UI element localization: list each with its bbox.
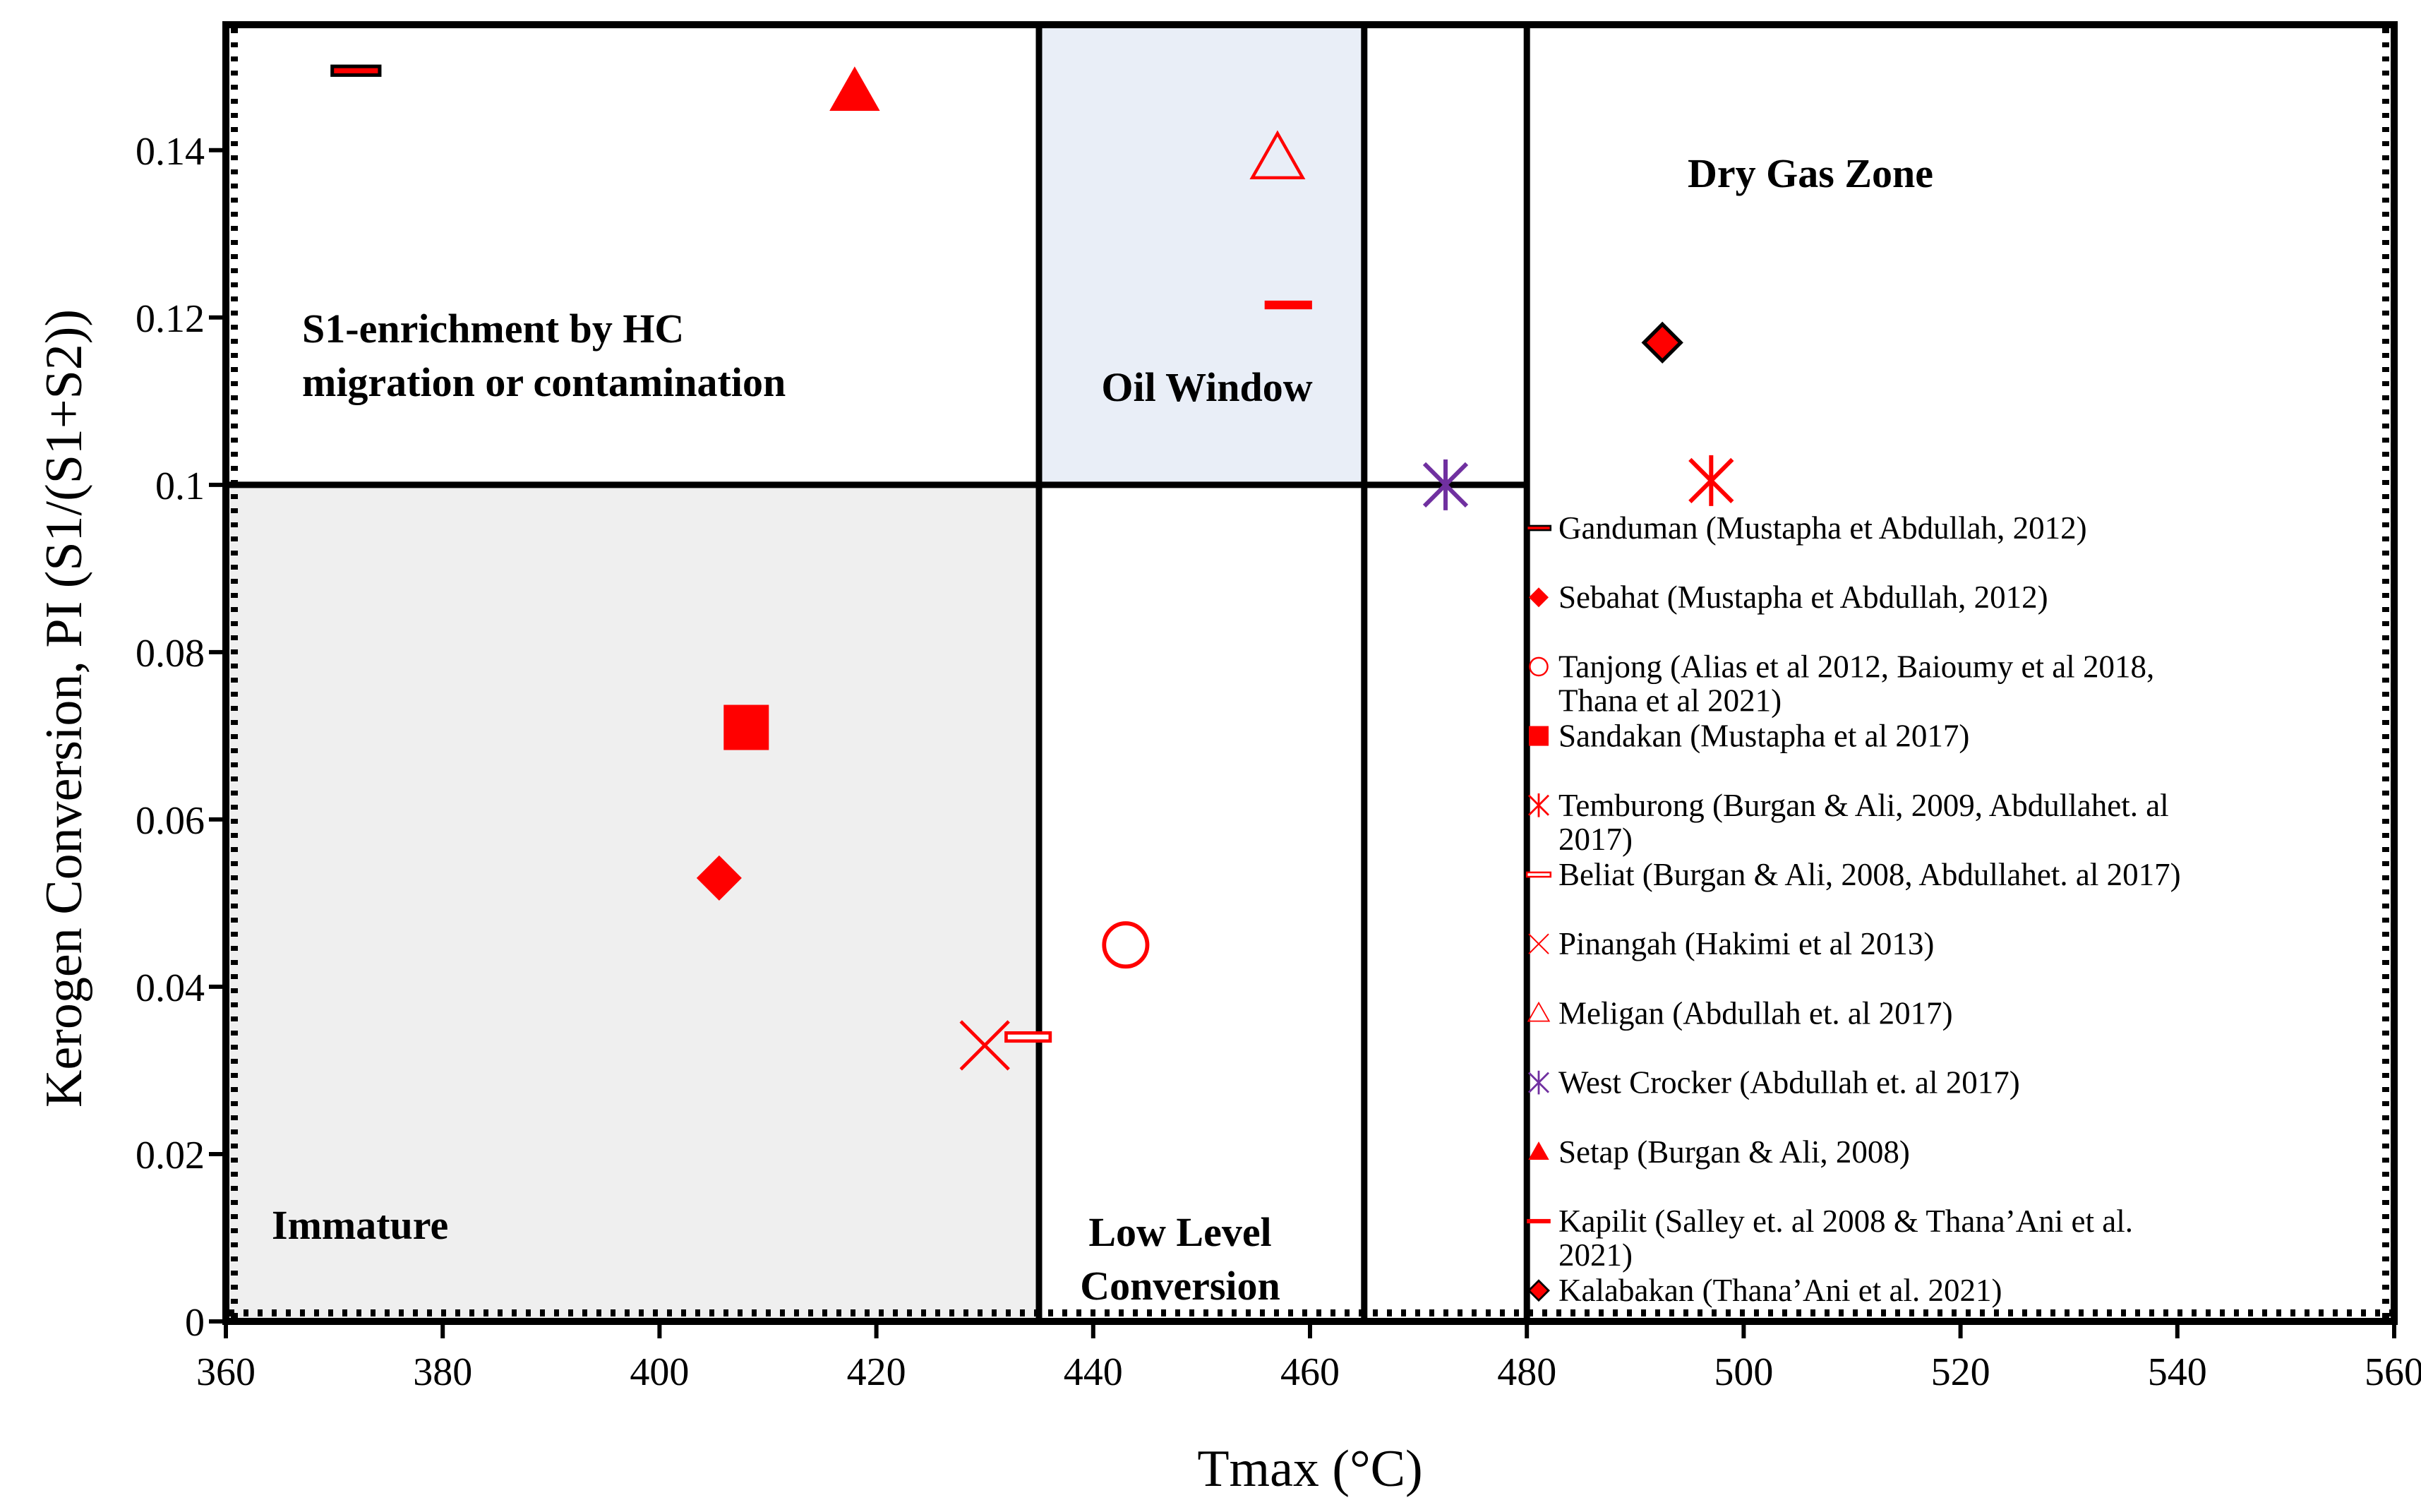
- y-tick-label: 0.12: [136, 297, 205, 341]
- legend-label: Sebahat (Mustapha et Abdullah, 2012): [1558, 580, 2048, 615]
- y-tick-label: 0.1: [155, 464, 205, 508]
- legend-label: West Crocker (Abdullah et. al 2017): [1558, 1065, 2020, 1100]
- legend-item-meligan: Meligan (Abdullah et. al 2017): [1527, 995, 1953, 1031]
- point-ganduman: [330, 64, 382, 77]
- point-kapilit: [1264, 300, 1312, 310]
- zone-label-immature: Immature: [272, 1202, 448, 1248]
- legend-label: Temburong (Burgan & Ali, 2009, Abdullahe…: [1558, 788, 2169, 857]
- legend-marker: [1525, 871, 1552, 878]
- legend-item-pinangah: Pinangah (Hakimi et al 2013): [1528, 926, 1934, 961]
- legend-item-temburong: Temburong (Burgan & Ali, 2009, Abdullahe…: [1528, 788, 2169, 857]
- legend-label: Setap (Burgan & Ali, 2008): [1558, 1134, 1910, 1170]
- point-kalabakan: [1641, 321, 1683, 364]
- legend-marker: [1529, 656, 1549, 677]
- legend-marker: [1528, 1070, 1549, 1095]
- legend-label: Kapilit (Salley et. al 2008 & Thana’Ani …: [1558, 1204, 2133, 1273]
- zone-immature: [226, 484, 1039, 1322]
- zone-label-low: Low Level Conversion: [1080, 1209, 1280, 1309]
- point-tanjong: [1102, 921, 1150, 969]
- legend-label: Tanjong (Alias et al 2012, Baioumy et al…: [1558, 649, 2154, 718]
- legend-item-kapilit: Kapilit (Salley et. al 2008 & Thana’Ani …: [1527, 1204, 2133, 1273]
- x-tick-label: 400: [630, 1350, 689, 1394]
- x-tick-label: 440: [1064, 1350, 1123, 1394]
- x-tick-label: 500: [1714, 1350, 1773, 1394]
- point-temburong: [1688, 455, 1734, 506]
- x-tick-label: 540: [2148, 1350, 2207, 1394]
- legend-item-kalabakan: Kalabakan (Thana’Ani et al. 2021): [1527, 1273, 2002, 1308]
- y-tick-label: 0.08: [136, 632, 205, 676]
- y-tick-label: 0: [185, 1301, 205, 1345]
- legend-label: Meligan (Abdullah et. al 2017): [1558, 995, 1953, 1031]
- y-tick-label: 0.04: [136, 966, 205, 1010]
- zone-s1enrichment: [226, 25, 1039, 485]
- legend-marker: [1529, 726, 1549, 746]
- legend-label: Beliat (Burgan & Ali, 2008, Abdullahet. …: [1558, 857, 2181, 892]
- point-beliat: [1004, 1031, 1052, 1043]
- zone-low: [1039, 484, 1364, 1322]
- point-sandakan: [723, 704, 769, 750]
- y-tick-label: 0.02: [136, 1134, 205, 1177]
- x-axis-title: Tmax (°C): [1197, 1440, 1422, 1498]
- legend-marker: [1528, 1141, 1549, 1160]
- x-tick-label: 360: [196, 1350, 256, 1394]
- point-pinangah: [959, 1020, 1010, 1071]
- zone-labels: Immature Low Level Conversion S1-enrichment…: [272, 150, 1933, 1309]
- zone-label-dry: Dry Gas Zone: [1688, 150, 1933, 196]
- point-meligan: [1249, 130, 1306, 180]
- legend-item-sandakan: Sandakan (Mustapha et al 2017): [1529, 719, 1969, 754]
- zone-label-oil: Oil Window: [1101, 364, 1312, 410]
- y-tick-label: 0.14: [136, 130, 205, 174]
- zone-oil: [1039, 25, 1364, 485]
- legend-label: Sandakan (Mustapha et al 2017): [1558, 719, 1969, 754]
- zones-layer: [226, 25, 2394, 1322]
- x-tick-label: 380: [413, 1350, 472, 1394]
- legend-marker: [1529, 587, 1549, 608]
- y-tick-label: 0.06: [136, 799, 205, 843]
- legend-item-west: West Crocker (Abdullah et. al 2017): [1528, 1065, 2020, 1100]
- x-tick-label: 520: [1931, 1350, 1990, 1394]
- data-points: [330, 64, 1734, 1071]
- legend-item-sebahat: Sebahat (Mustapha et Abdullah, 2012): [1529, 580, 2048, 615]
- x-tick-label: 420: [847, 1350, 906, 1394]
- legend-marker: [1528, 793, 1549, 817]
- legend-item-tanjong: Tanjong (Alias et al 2012, Baioumy et al…: [1529, 649, 2154, 718]
- y-axis-title: Kerogen Conversion, PI (S1/(S1+S2)): [35, 309, 93, 1108]
- legend-item-setap: Setap (Burgan & Ali, 2008): [1528, 1134, 1910, 1170]
- x-tick-label: 480: [1497, 1350, 1556, 1394]
- legend-label: Pinangah (Hakimi et al 2013): [1558, 926, 1934, 961]
- legend-marker: [1527, 1218, 1551, 1224]
- axis-ticks: 360 380 400 420 440 460 480 500 520 540 560 0 0.02 0.…: [136, 130, 2421, 1394]
- legend-item-beliat: Beliat (Burgan & Ali, 2008, Abdullahet. …: [1525, 857, 2181, 892]
- legend-label: Kalabakan (Thana’Ani et al. 2021): [1558, 1273, 2002, 1308]
- legend-marker: [1528, 933, 1549, 954]
- zone-dry: [1527, 25, 2394, 485]
- point-west: [1422, 459, 1469, 510]
- legend-item-ganduman: Ganduman (Mustapha et Abdullah, 2012): [1525, 510, 2087, 546]
- point-sebahat: [696, 855, 742, 901]
- legend: Ganduman (Mustapha et Abdullah, 2012) Seb…: [1525, 510, 2181, 1308]
- point-setap: [829, 66, 880, 112]
- legend-marker: [1525, 524, 1552, 532]
- legend-label: Ganduman (Mustapha et Abdullah, 2012): [1558, 510, 2087, 546]
- x-tick-label: 560: [2365, 1350, 2421, 1394]
- zone-label-s1enrichment: S1-enrichment by HC migration or contamin…: [302, 306, 786, 405]
- x-tick-label: 460: [1280, 1350, 1340, 1394]
- legend-marker: [1527, 1279, 1550, 1302]
- legend-marker: [1527, 1001, 1551, 1022]
